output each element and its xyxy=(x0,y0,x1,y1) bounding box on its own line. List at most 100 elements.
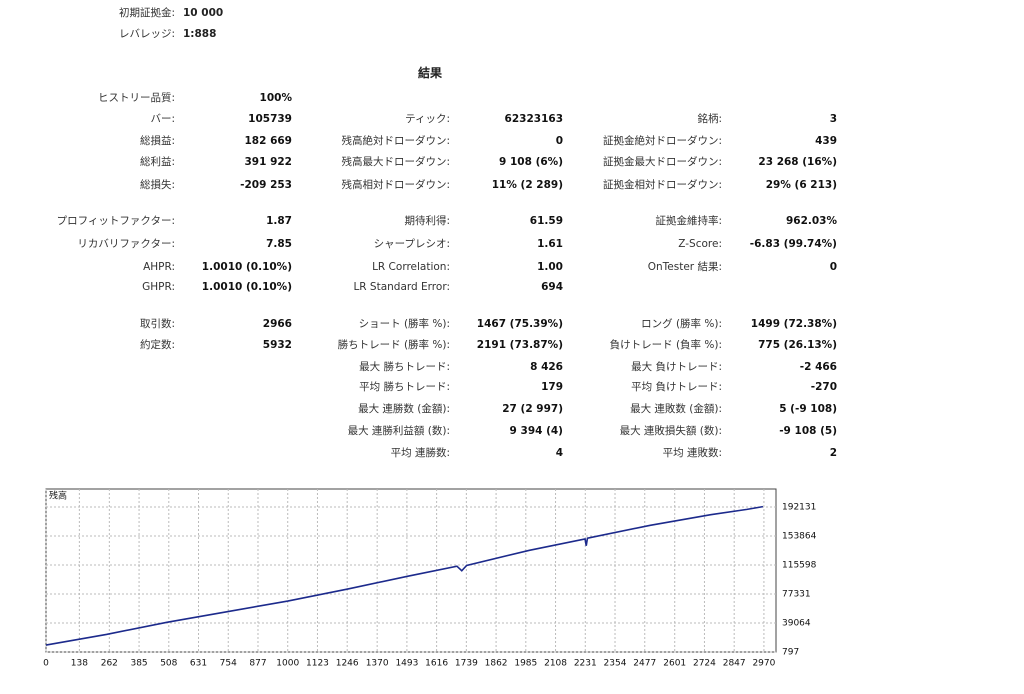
stat-label: LR Correlation: xyxy=(372,261,450,273)
stat-label: ヒストリー品質: xyxy=(97,92,175,104)
stat-label: シャープレシオ: xyxy=(373,238,450,250)
x-tick-label: 754 xyxy=(220,659,237,669)
stat-label: 証拠金維持率: xyxy=(655,215,722,227)
stat-value: 61.59 xyxy=(529,215,563,227)
stat-value: 8 426 xyxy=(530,361,563,373)
x-tick-label: 1985 xyxy=(514,659,537,669)
stat-value: 775 (26.13%) xyxy=(758,339,837,351)
stat-label: 最大 連勝数 (金額): xyxy=(358,403,450,415)
stat-label: 約定数: xyxy=(139,339,175,351)
y-tick-label: 77331 xyxy=(782,590,811,600)
stat-label: 証拠金相対ドローダウン: xyxy=(602,179,722,191)
x-tick-label: 138 xyxy=(71,659,88,669)
x-tick-label: 1616 xyxy=(425,659,448,669)
plot-area xyxy=(45,488,777,653)
stat-value: -2 466 xyxy=(799,361,837,373)
stat-value: 105739 xyxy=(248,113,292,125)
stat-label: ロング (勝率 %): xyxy=(641,318,722,330)
stat-value: 5 (-9 108) xyxy=(779,403,837,415)
stat-label: 負けトレード (負率 %): xyxy=(609,339,722,351)
x-tick-label: 2970 xyxy=(752,659,775,669)
stat-value: 1.00 xyxy=(537,261,563,273)
stat-label: GHPR: xyxy=(142,281,175,293)
stat-value: 2 xyxy=(829,447,837,459)
x-tick-label: 2724 xyxy=(693,659,716,669)
stat-value: 5932 xyxy=(262,339,292,351)
stat-value: 1499 (72.38%) xyxy=(750,318,837,330)
stat-value: -6.83 (99.74%) xyxy=(749,238,837,250)
stat-label: プロフィットファクター: xyxy=(56,215,175,227)
stat-value: 27 (2 997) xyxy=(502,403,563,415)
stat-value: 100% xyxy=(259,92,292,104)
x-tick-label: 508 xyxy=(160,659,177,669)
stat-value: 694 xyxy=(541,281,563,293)
stat-value: -270 xyxy=(810,381,837,393)
stat-value: 179 xyxy=(541,381,563,393)
chart-title: 残高 xyxy=(49,490,67,502)
stat-label: 残高絶対ドローダウン: xyxy=(341,135,450,147)
y-tick-label: 797 xyxy=(782,648,799,658)
stat-value: 9 108 (6%) xyxy=(499,156,563,168)
stat-label: 最大 連敗数 (金額): xyxy=(630,403,722,415)
stat-label: 証拠金最大ドローダウン: xyxy=(602,156,722,168)
stat-label: 平均 勝ちトレード: xyxy=(359,381,450,393)
x-tick-label: 2847 xyxy=(723,659,746,669)
x-tick-label: 1000 xyxy=(276,659,299,669)
y-tick-label: 192131 xyxy=(782,503,816,513)
stat-label: 最大 勝ちトレード: xyxy=(359,361,450,373)
stat-label: 最大 連勝利益額 (数): xyxy=(347,425,450,437)
header-label: 初期証拠金: xyxy=(118,7,175,19)
stat-label: バー: xyxy=(150,113,175,125)
x-tick-label: 1739 xyxy=(455,659,478,669)
stat-label: 総利益: xyxy=(139,156,175,168)
stat-value: 1.87 xyxy=(266,215,292,227)
y-tick-label: 153864 xyxy=(782,532,817,542)
stat-label: ティック: xyxy=(405,113,450,125)
stat-label: 残高相対ドローダウン: xyxy=(341,179,450,191)
x-tick-label: 1493 xyxy=(395,659,418,669)
x-tick-label: 1246 xyxy=(336,659,359,669)
stat-label: 最大 負けトレード: xyxy=(631,361,722,373)
stat-value: 182 669 xyxy=(244,135,293,147)
x-tick-label: 1370 xyxy=(366,659,389,669)
stat-value: 0 xyxy=(555,135,563,147)
stat-value: 1467 (75.39%) xyxy=(476,318,563,330)
stat-label: 平均 連敗数: xyxy=(662,447,722,459)
stat-value: 29% (6 213) xyxy=(765,179,837,191)
balance-line xyxy=(45,505,764,646)
stat-value: 4 xyxy=(555,447,563,459)
stat-label: 証拠金絶対ドローダウン: xyxy=(602,135,722,147)
stat-label: 総損失: xyxy=(139,179,175,191)
stat-value: 23 268 (16%) xyxy=(758,156,837,168)
x-tick-label: 631 xyxy=(190,659,207,669)
x-tick-label: 2108 xyxy=(544,659,567,669)
stat-label: 残高最大ドローダウン: xyxy=(341,156,450,168)
stat-value: 1.61 xyxy=(537,238,563,250)
x-tick-label: 385 xyxy=(130,659,147,669)
stat-value: 1.0010 (0.10%) xyxy=(201,281,292,293)
x-tick-label: 262 xyxy=(101,659,118,669)
stat-value: 962.03% xyxy=(785,215,837,227)
stat-label: ショート (勝率 %): xyxy=(358,318,450,330)
header-value: 10 000 xyxy=(183,7,224,19)
header-value: 1:888 xyxy=(183,28,217,40)
x-tick-label: 2354 xyxy=(604,659,627,669)
stat-label: リカバリファクター: xyxy=(77,238,175,250)
stat-label: Z-Score: xyxy=(678,238,722,250)
stat-label: AHPR: xyxy=(143,261,175,273)
report-title: 結果 xyxy=(417,66,443,80)
stat-value: 439 xyxy=(815,135,837,147)
stat-label: 平均 連勝数: xyxy=(390,447,450,459)
stat-value: 3 xyxy=(829,113,837,125)
stat-value: 2191 (73.87%) xyxy=(476,339,563,351)
stat-value: 7.85 xyxy=(266,238,292,250)
x-tick-label: 2601 xyxy=(663,659,686,669)
stat-label: OnTester 結果: xyxy=(647,261,722,273)
x-tick-label: 877 xyxy=(249,659,266,669)
stat-label: LR Standard Error: xyxy=(353,281,450,293)
stat-label: 勝ちトレード (勝率 %): xyxy=(337,339,450,351)
stat-value: 0 xyxy=(829,261,837,273)
header-label: レバレッジ: xyxy=(118,28,175,40)
